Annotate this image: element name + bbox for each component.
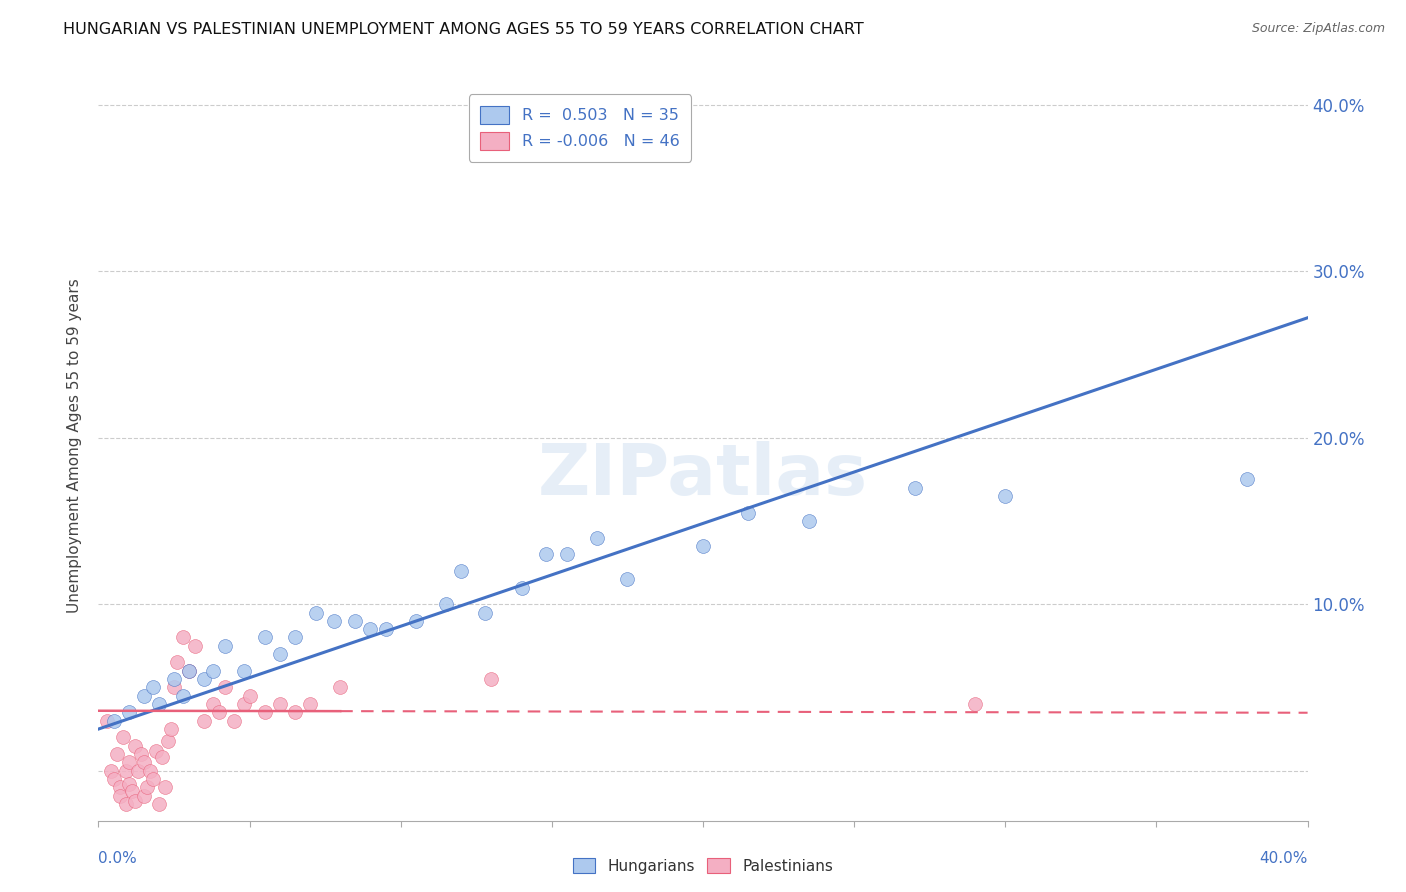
Point (118, 756, 141, 770)
Legend: Hungarians, Palestinians: Hungarians, Palestinians (567, 852, 839, 880)
Point (305, 606, 328, 620)
Point (269, 697, 291, 711)
Point (284, 706, 307, 720)
Point (269, 647, 291, 661)
Point (172, 631, 194, 645)
Point (239, 689, 262, 703)
Point (132, 756, 155, 770)
Text: ZIPatlas: ZIPatlas (538, 442, 868, 510)
Point (555, 547, 578, 561)
Point (737, 506, 759, 520)
Point (148, 697, 170, 711)
Point (374, 622, 396, 636)
Point (232, 697, 254, 711)
Point (904, 481, 927, 495)
Point (108, 780, 131, 795)
Point (139, 764, 162, 778)
Point (797, 514, 820, 528)
Point (405, 614, 427, 628)
Point (193, 672, 215, 686)
Point (172, 689, 194, 703)
Point (114, 764, 136, 778)
Point (96, 714, 118, 728)
Point (202, 664, 225, 678)
Point (344, 614, 367, 628)
Point (179, 664, 201, 678)
Point (103, 714, 125, 728)
Point (510, 581, 533, 595)
Y-axis label: Unemployment Among Ages 55 to 59 years: Unemployment Among Ages 55 to 59 years (67, 278, 83, 614)
Point (208, 706, 231, 720)
Point (142, 772, 165, 786)
Point (481, 672, 503, 686)
Point (616, 572, 638, 586)
Point (114, 797, 136, 811)
Text: 0.0%: 0.0% (98, 851, 138, 866)
Point (214, 681, 236, 695)
Point (994, 489, 1017, 503)
Point (692, 539, 714, 553)
Point (450, 564, 472, 578)
Legend: R =  0.503   N = 35, R = -0.006   N = 46: R = 0.503 N = 35, R = -0.006 N = 46 (470, 95, 690, 161)
Point (124, 794, 146, 808)
Point (127, 764, 149, 778)
Point (284, 631, 307, 645)
Point (434, 597, 457, 611)
Point (103, 772, 125, 786)
Point (124, 739, 146, 753)
Point (299, 697, 322, 711)
Point (965, 697, 987, 711)
Point (193, 714, 215, 728)
Point (145, 744, 167, 758)
Point (129, 747, 152, 761)
Point (202, 697, 225, 711)
Point (160, 722, 183, 736)
Point (1236, 472, 1258, 486)
Point (329, 681, 352, 695)
Point (179, 664, 201, 678)
Point (360, 622, 382, 636)
Point (132, 789, 155, 803)
Point (184, 639, 207, 653)
Point (474, 606, 496, 620)
Text: HUNGARIAN VS PALESTINIAN UNEMPLOYMENT AMONG AGES 55 TO 59 YEARS CORRELATION CHAR: HUNGARIAN VS PALESTINIAN UNEMPLOYMENT AM… (63, 22, 865, 37)
Point (534, 547, 557, 561)
Point (121, 783, 143, 797)
Text: Source: ZipAtlas.com: Source: ZipAtlas.com (1251, 22, 1385, 36)
Point (586, 531, 609, 545)
Point (142, 681, 165, 695)
Point (163, 672, 186, 686)
Point (135, 780, 157, 795)
Point (132, 689, 155, 703)
Point (163, 681, 186, 695)
Point (153, 780, 176, 795)
Point (214, 639, 236, 653)
Point (232, 664, 254, 678)
Text: 40.0%: 40.0% (1260, 851, 1308, 866)
Point (108, 789, 131, 803)
Point (100, 764, 122, 778)
Point (111, 731, 134, 745)
Point (156, 733, 179, 747)
Point (224, 714, 246, 728)
Point (118, 706, 141, 720)
Point (253, 706, 276, 720)
Point (166, 656, 188, 670)
Point (148, 797, 170, 811)
Point (253, 631, 276, 645)
Point (323, 614, 346, 628)
Point (105, 747, 128, 761)
Point (118, 777, 141, 791)
Point (150, 750, 173, 764)
